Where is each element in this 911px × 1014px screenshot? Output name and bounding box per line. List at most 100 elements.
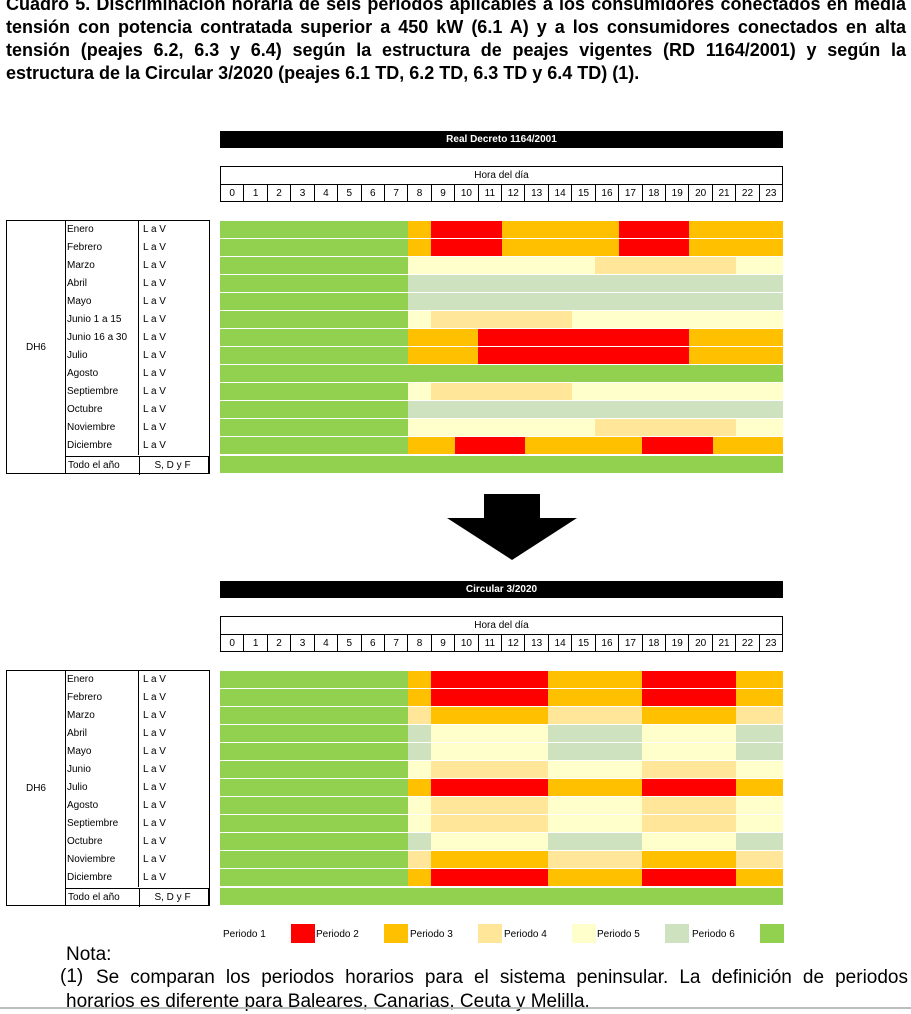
period-block-p1 <box>642 671 737 688</box>
period-block-p5 <box>548 833 643 850</box>
period-block-p3 <box>431 311 572 328</box>
period-block-p6 <box>220 419 408 436</box>
row-month-label: Abril <box>67 728 88 739</box>
row-days-label: L a V <box>138 239 204 257</box>
period-block-p6 <box>220 293 408 310</box>
period-block-p4 <box>407 257 596 274</box>
period-block-p4 <box>548 761 643 778</box>
period-block-p6 <box>220 815 408 832</box>
period-block-p3 <box>431 761 549 778</box>
row-label: Abril L a V <box>65 275 209 293</box>
row-days-label: L a V <box>138 833 204 851</box>
row-days-label: L a V <box>138 671 204 689</box>
hour-tick-10: 10 <box>455 635 479 652</box>
row-label: Febrero L a V <box>65 239 209 257</box>
period-block-p6 <box>220 329 408 346</box>
hour-tick-16: 16 <box>596 635 620 652</box>
row-label: Junio L a V <box>65 761 209 779</box>
period-block-p5 <box>407 833 432 850</box>
legend: Periodo 1 Periodo 2 Periodo 3 Periodo 4 Peri… <box>220 924 784 944</box>
row-label: Junio 1 a 15 L a V <box>65 311 209 329</box>
row-days-label: L a V <box>138 815 204 833</box>
hour-tick-21: 21 <box>713 185 737 202</box>
period-block-p6 <box>220 347 408 364</box>
row-days-label: L a V <box>138 347 204 365</box>
hour-tick-22: 22 <box>736 635 760 652</box>
period-block-p5 <box>548 743 643 760</box>
table-caption: Cuadro 5. Discriminación horaria de seis… <box>6 0 906 83</box>
period-block-p3 <box>595 419 737 436</box>
hour-tick-14: 14 <box>549 185 573 202</box>
row-days-label: L a V <box>138 293 204 311</box>
hour-tick-23: 23 <box>765 188 777 199</box>
period-block-p2 <box>642 707 737 724</box>
period-block-p6 <box>220 239 408 256</box>
period-block-p3 <box>548 851 643 868</box>
row-month-label: Octubre <box>67 836 103 847</box>
period-block-p2 <box>407 239 432 256</box>
section-title-rd: Real Decreto 1164/2001 <box>220 131 783 148</box>
period-block-p4 <box>571 311 783 328</box>
period-block-p3 <box>431 815 549 832</box>
period-block-p4 <box>407 383 432 400</box>
period-block-p3 <box>595 257 737 274</box>
period-block-p2 <box>407 779 432 796</box>
period-block-p1 <box>642 437 713 454</box>
period-block-p4 <box>407 761 432 778</box>
row-month-label: Agosto <box>67 368 99 379</box>
row-month-label: Junio <box>67 764 91 775</box>
period-block-p4 <box>407 419 596 436</box>
period-block-p3 <box>642 815 737 832</box>
period-block-p4 <box>548 797 643 814</box>
period-block-p4 <box>736 257 783 274</box>
arrow-down-icon <box>447 494 577 560</box>
period-block-p5 <box>407 275 783 292</box>
period-block-p2 <box>689 239 783 256</box>
period-block-p4 <box>431 743 549 760</box>
period-block-p6 <box>220 401 408 418</box>
period-block-p2 <box>407 689 432 706</box>
row-label: Enero L a V <box>65 221 209 239</box>
row-month-label: Enero <box>67 674 94 685</box>
row-month-label: Agosto <box>67 800 99 811</box>
period-block-p6 <box>220 257 408 274</box>
period-block-p1 <box>478 347 690 364</box>
row-days-label: L a V <box>138 725 204 743</box>
hour-tick-1: 1 <box>244 635 268 652</box>
row-month-label: Enero <box>67 224 94 235</box>
period-grid-rd <box>220 220 783 474</box>
period-block-p1 <box>431 869 549 886</box>
period-block-p1 <box>618 221 690 238</box>
row-month-label: Todo el año <box>68 892 120 903</box>
period-block-p1 <box>618 239 690 256</box>
period-block-p6 <box>220 797 408 814</box>
period-block-p4 <box>736 419 783 436</box>
row-days-label: L a V <box>138 311 204 329</box>
period-block-p2 <box>407 221 432 238</box>
row-label: Diciembre L a V <box>65 869 209 887</box>
period-block-p1 <box>478 329 690 346</box>
period-block-p6 <box>220 365 783 382</box>
period-block-p4 <box>407 311 432 328</box>
period-block-p4 <box>431 725 549 742</box>
hour-tick-2: 2 <box>268 185 292 202</box>
period-block-p5 <box>736 833 783 850</box>
hour-tick-4: 4 <box>315 185 339 202</box>
period-block-p5 <box>407 293 783 310</box>
hour-tick-8: 8 <box>408 635 432 652</box>
period-block-p5 <box>548 725 643 742</box>
hour-axis-title: Hora del día <box>221 617 782 635</box>
legend-swatch-6 <box>760 924 784 943</box>
row-days-label: L a V <box>138 365 204 383</box>
hour-tick-2: 2 <box>268 635 292 652</box>
row-label: Octubre L a V <box>65 833 209 851</box>
period-block-p2 <box>431 851 549 868</box>
period-block-p2 <box>689 329 783 346</box>
legend-label-2: Periodo 2 <box>316 929 359 940</box>
period-block-p2 <box>712 437 783 454</box>
row-days-label: L a V <box>138 869 204 887</box>
period-block-p2 <box>736 689 783 706</box>
hour-tick-row: 0 1 2 3 4 5 6 7 8 9 10 11 12 13 14 15 16 17 18 19 20 21 22 23 <box>221 635 782 652</box>
row-month-label: Todo el año <box>68 460 120 471</box>
hour-tick-18: 18 <box>643 185 667 202</box>
